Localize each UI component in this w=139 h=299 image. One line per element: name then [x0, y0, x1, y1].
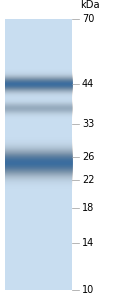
Text: 18: 18	[82, 203, 94, 213]
Text: 70: 70	[82, 14, 94, 24]
Bar	[5, 19, 72, 290]
Text: 14: 14	[82, 238, 94, 248]
Text: kDa: kDa	[80, 0, 100, 10]
Text: 10: 10	[82, 285, 94, 295]
Text: 22: 22	[82, 175, 94, 185]
Text: 44: 44	[82, 79, 94, 89]
Text: 26: 26	[82, 152, 94, 162]
Text: 33: 33	[82, 119, 94, 129]
